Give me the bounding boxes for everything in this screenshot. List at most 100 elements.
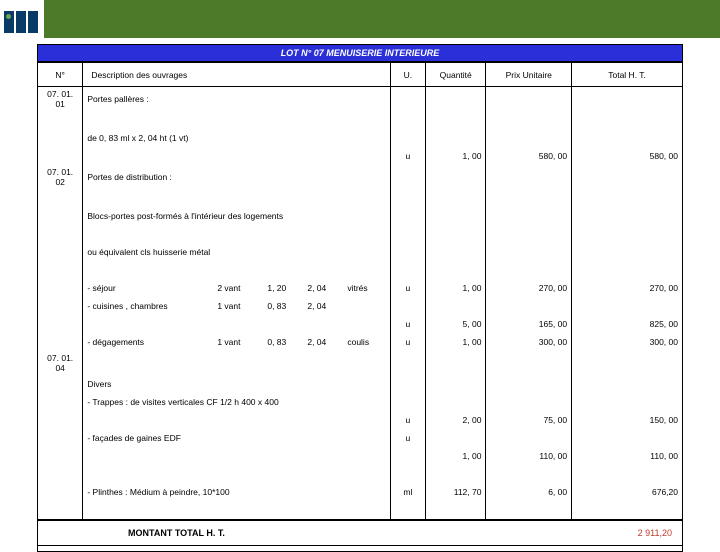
cell-t: 150, 00 <box>572 411 683 429</box>
table-row: 1, 00 110, 00 110, 00 <box>38 447 683 465</box>
spacer <box>38 189 683 207</box>
cell-desc: - dégagements 1 vant 0, 83 2, 04 coulis <box>83 333 390 351</box>
item-c3: 2, 04 <box>307 283 347 293</box>
total-value: 2 911,20 <box>572 528 682 538</box>
cell-pu: 75, 00 <box>486 411 572 429</box>
col-number: N° <box>38 63 83 87</box>
cell-t: 110, 00 <box>572 447 683 465</box>
item-label: - séjour <box>87 283 217 293</box>
item-label: - cuisines , chambres <box>87 301 217 311</box>
cell-u: u <box>390 147 425 165</box>
cell-q: 5, 00 <box>425 315 485 333</box>
cell-q: 1, 00 <box>425 447 485 465</box>
cell-desc: - Plinthes : Médium à peindre, 10*100 <box>83 483 390 501</box>
col-unit: U. <box>390 63 425 87</box>
item-c2: 0, 83 <box>267 337 307 347</box>
item-label: - dégagements <box>87 337 217 347</box>
top-bar <box>0 0 720 38</box>
cell-desc: Portes de distribution : <box>83 165 390 189</box>
cell-desc: - séjour 2 vant 1, 20 2, 04 vitrés <box>83 279 390 297</box>
cell-desc: Divers <box>83 375 390 393</box>
item-c3: 2, 04 <box>307 337 347 347</box>
cell-q: 112, 70 <box>425 483 485 501</box>
cell-desc: - façades de gaines EDF <box>83 429 390 447</box>
item-c4: coulis <box>347 337 387 347</box>
table-row: u 2, 00 75, 00 150, 00 <box>38 411 683 429</box>
table-row: - Trappes : de visites verticales CF 1/2… <box>38 393 683 411</box>
cell-desc: ou équivalent cls huisserie métal <box>83 243 390 261</box>
logo-block-3 <box>28 11 38 33</box>
spacer <box>38 261 683 279</box>
total-row: MONTANT TOTAL H. T. 2 911,20 <box>37 520 683 546</box>
cell-n: 07. 01. 01 <box>38 87 83 112</box>
cell-t: 300, 00 <box>572 333 683 351</box>
table-row: - Plinthes : Médium à peindre, 10*100 ml… <box>38 483 683 501</box>
table-row: - séjour 2 vant 1, 20 2, 04 vitrés u 1, … <box>38 279 683 297</box>
cell-q: 1, 00 <box>425 147 485 165</box>
cell-q: 1, 00 <box>425 279 485 297</box>
cell-pu: 165, 00 <box>486 315 572 333</box>
table-row: Blocs-portes post-formés à l'intérieur d… <box>38 207 683 225</box>
cell-desc: Blocs-portes post-formés à l'intérieur d… <box>83 207 390 225</box>
spacer <box>38 225 683 243</box>
logo-block-1 <box>4 11 14 33</box>
table-row: 07. 01. 02 Portes de distribution : <box>38 165 683 189</box>
cell-desc: de 0, 83 ml x 2, 04 ht (1 vt) <box>83 129 390 147</box>
table-row: - cuisines , chambres 1 vant 0, 83 2, 04 <box>38 297 683 315</box>
cell-t: 676,20 <box>572 483 683 501</box>
item-c2: 1, 20 <box>267 283 307 293</box>
cell-u: u <box>390 411 425 429</box>
cell-pu: 580, 00 <box>486 147 572 165</box>
table-row: Divers <box>38 375 683 393</box>
col-description: Description des ouvrages <box>83 63 390 87</box>
col-total: Total H. T. <box>572 63 683 87</box>
footer-bar <box>37 546 683 552</box>
cell-u: ml <box>390 483 425 501</box>
table-row: - dégagements 1 vant 0, 83 2, 04 coulis … <box>38 333 683 351</box>
item-c3: 2, 04 <box>307 301 347 311</box>
top-green-bar <box>44 0 720 38</box>
table-row: u 5, 00 165, 00 825, 00 <box>38 315 683 333</box>
cell-pu: 6, 00 <box>486 483 572 501</box>
lot-title: LOT N° 07 MENUISERIE INTERIEURE <box>37 44 683 62</box>
col-quantity: Quantité <box>425 63 485 87</box>
item-c1: 2 vant <box>217 283 267 293</box>
item-c1: 1 vant <box>217 301 267 311</box>
cell-q: 1, 00 <box>425 333 485 351</box>
cell-u: u <box>390 429 425 447</box>
cell-n: 07. 01. 02 <box>38 165 83 189</box>
cell-pu: 300, 00 <box>486 333 572 351</box>
spacer <box>38 501 683 519</box>
table-row: 07. 01. 04 <box>38 351 683 375</box>
table-row: ou équivalent cls huisserie métal <box>38 243 683 261</box>
cell-u: u <box>390 315 425 333</box>
cell-n: 07. 01. 04 <box>38 351 83 375</box>
item-c4 <box>347 301 387 311</box>
table-row: u 1, 00 580, 00 580, 00 <box>38 147 683 165</box>
cell-t: 580, 00 <box>572 147 683 165</box>
table-row: - façades de gaines EDF u <box>38 429 683 447</box>
cell-t: 825, 00 <box>572 315 683 333</box>
table-row: 07. 01. 01 Portes pallères : <box>38 87 683 112</box>
logo-block-2 <box>16 11 26 33</box>
cell-desc: - Trappes : de visites verticales CF 1/2… <box>83 393 390 411</box>
spacer <box>38 111 683 129</box>
cell-q: 2, 00 <box>425 411 485 429</box>
table-header-row: N° Description des ouvrages U. Quantité … <box>38 63 683 87</box>
item-c4: vitrés <box>347 283 387 293</box>
cell-desc: Portes pallères : <box>83 87 390 112</box>
estimate-table: N° Description des ouvrages U. Quantité … <box>37 62 683 520</box>
item-c2: 0, 83 <box>267 301 307 311</box>
total-label: MONTANT TOTAL H. T. <box>38 528 488 538</box>
item-c1: 1 vant <box>217 337 267 347</box>
col-unit-price: Prix Unitaire <box>486 63 572 87</box>
cell-t: 270, 00 <box>572 279 683 297</box>
logo <box>4 5 38 33</box>
cell-u: u <box>390 333 425 351</box>
cell-desc: - cuisines , chambres 1 vant 0, 83 2, 04 <box>83 297 390 315</box>
cell-u: u <box>390 279 425 297</box>
cell-pu: 110, 00 <box>486 447 572 465</box>
spacer <box>38 465 683 483</box>
cell-pu: 270, 00 <box>486 279 572 297</box>
table-row: de 0, 83 ml x 2, 04 ht (1 vt) <box>38 129 683 147</box>
